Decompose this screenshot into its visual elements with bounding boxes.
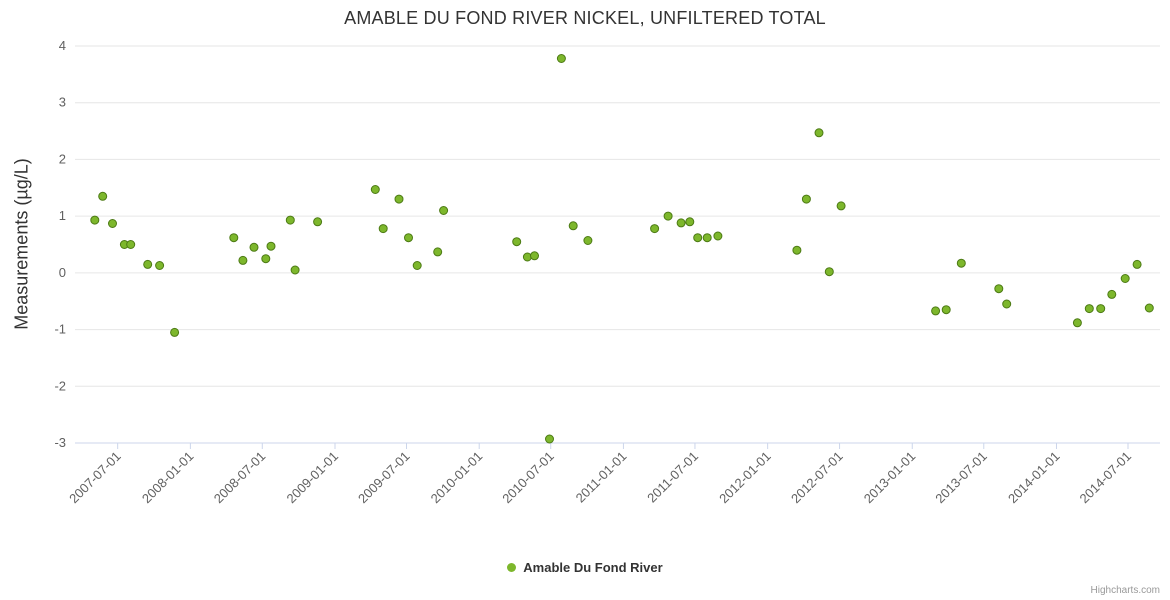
chart-title: AMABLE DU FOND RIVER NICKEL, UNFILTERED …: [344, 8, 826, 28]
data-point[interactable]: [702, 233, 712, 243]
data-point[interactable]: [238, 255, 248, 265]
data-point[interactable]: [556, 54, 566, 63]
data-point[interactable]: [1084, 304, 1094, 314]
data-point[interactable]: [650, 224, 660, 234]
data-point[interactable]: [568, 221, 578, 231]
legend: Amable Du Fond River: [0, 560, 1170, 575]
legend-item-amable-du-fond-river[interactable]: Amable Du Fond River: [507, 560, 663, 575]
y-axis-tick-label: 1: [59, 208, 66, 223]
x-axis-tick-label: 2010-07-01: [499, 449, 557, 507]
data-point[interactable]: [1132, 259, 1142, 269]
data-point[interactable]: [663, 211, 673, 221]
data-point[interactable]: [229, 233, 239, 243]
data-point[interactable]: [170, 327, 180, 337]
x-axis-tick-label: 2014-01-01: [1005, 449, 1063, 507]
data-point[interactable]: [155, 261, 165, 270]
data-point[interactable]: [98, 191, 108, 201]
y-axis-tick-label: -1: [54, 322, 66, 337]
data-point[interactable]: [1107, 289, 1117, 299]
data-point[interactable]: [249, 242, 259, 252]
legend-label: Amable Du Fond River: [523, 560, 663, 575]
data-point[interactable]: [433, 247, 443, 257]
data-point[interactable]: [290, 265, 300, 275]
data-point[interactable]: [394, 194, 404, 204]
x-axis-tick-label: 2014-07-01: [1076, 449, 1134, 507]
data-point[interactable]: [370, 185, 380, 194]
data-point[interactable]: [108, 219, 117, 228]
data-point[interactable]: [814, 128, 824, 138]
data-point[interactable]: [439, 206, 449, 215]
data-point[interactable]: [404, 233, 413, 243]
data-point[interactable]: [685, 217, 695, 227]
x-axis-tick-label: 2008-01-01: [139, 449, 197, 507]
data-point[interactable]: [1096, 304, 1106, 314]
data-point[interactable]: [285, 215, 295, 225]
data-point[interactable]: [801, 194, 811, 204]
highcharts-credits[interactable]: Highcharts.com: [1090, 585, 1160, 596]
y-axis-tick-label: 0: [59, 265, 66, 280]
data-point[interactable]: [1144, 303, 1154, 313]
data-point[interactable]: [90, 215, 100, 225]
data-point[interactable]: [1072, 318, 1082, 328]
x-axis-tick-label: 2013-01-01: [861, 449, 919, 507]
data-point[interactable]: [261, 254, 271, 264]
x-axis-tick-label: 2013-07-01: [932, 449, 990, 507]
x-axis-tick-label: 2012-01-01: [716, 449, 774, 507]
data-point[interactable]: [512, 237, 522, 247]
data-point[interactable]: [126, 240, 136, 249]
data-point[interactable]: [266, 241, 276, 251]
data-point[interactable]: [792, 245, 802, 255]
data-point[interactable]: [676, 218, 686, 228]
data-point[interactable]: [412, 261, 422, 270]
data-point[interactable]: [941, 305, 951, 315]
data-point[interactable]: [1120, 274, 1130, 283]
data-point[interactable]: [836, 201, 846, 211]
y-axis-tick-label: 4: [59, 38, 66, 53]
data-point[interactable]: [545, 434, 554, 444]
y-axis-tick-label: 3: [59, 95, 66, 110]
data-point[interactable]: [313, 217, 323, 227]
x-axis-tick-label: 2008-07-01: [211, 449, 269, 507]
y-axis-tick-label: -3: [54, 435, 66, 450]
data-point[interactable]: [530, 251, 539, 261]
data-point[interactable]: [1002, 299, 1012, 309]
x-axis-tick-label: 2010-01-01: [428, 449, 486, 507]
data-point[interactable]: [956, 258, 966, 268]
data-point[interactable]: [693, 233, 703, 243]
x-axis-tick-label: 2011-01-01: [573, 449, 630, 506]
data-point[interactable]: [931, 306, 941, 316]
data-point[interactable]: [824, 267, 834, 277]
data-point[interactable]: [713, 231, 723, 241]
x-axis-tick-label: 2009-07-01: [355, 449, 413, 507]
x-axis-tick-label: 2012-07-01: [788, 449, 846, 507]
x-axis-tick-label: 2009-01-01: [283, 449, 341, 507]
legend-marker-icon: [507, 563, 517, 572]
y-axis-tick-label: 2: [59, 151, 66, 166]
data-point[interactable]: [583, 236, 593, 245]
data-point[interactable]: [143, 259, 153, 269]
y-axis-tick-label: -2: [54, 378, 66, 393]
x-axis-tick-label: 2011-07-01: [644, 449, 701, 506]
x-axis-tick-label: 2007-07-01: [66, 449, 124, 507]
data-point[interactable]: [994, 284, 1004, 294]
data-point[interactable]: [378, 224, 388, 234]
